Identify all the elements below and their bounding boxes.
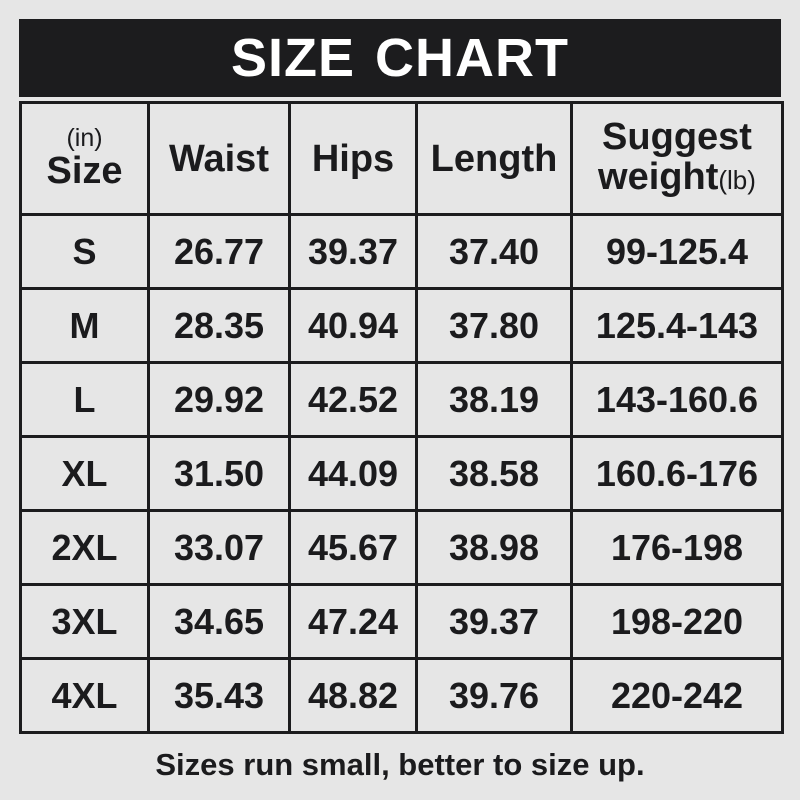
hips-cell: 45.67 [288, 509, 418, 586]
length-col-label: Length [430, 137, 558, 180]
hips-cell: 39.37 [288, 213, 418, 290]
hips-cell: 44.09 [288, 435, 418, 512]
waist-cell: 29.92 [147, 361, 291, 438]
suggest-weight-cell: 143-160.6 [570, 361, 784, 438]
length-cell: 38.19 [415, 361, 573, 438]
table-header-row: (in) Size Waist Hips Length Suggest weig… [19, 101, 784, 216]
hips-cell: 47.24 [288, 583, 418, 660]
weight-col-label-word: weight [598, 156, 719, 198]
size-cell: 4XL [19, 657, 150, 734]
size-cell: M [19, 287, 150, 364]
waist-cell: 33.07 [147, 509, 291, 586]
waist-cell: 26.77 [147, 213, 291, 290]
waist-cell: 28.35 [147, 287, 291, 364]
size-col-label: Size [46, 150, 123, 192]
length-cell: 39.37 [415, 583, 573, 660]
size-cell: 2XL [19, 509, 150, 586]
page-title: SIZE CHART [231, 28, 569, 88]
table-row-m: M 28.35 40.94 37.80 125.4-143 [19, 287, 784, 364]
table-row-xl: XL 31.50 44.09 38.58 160.6-176 [19, 435, 784, 512]
length-cell: 39.76 [415, 657, 573, 734]
hips-cell: 40.94 [288, 287, 418, 364]
col-header-length: Length [415, 101, 573, 216]
table-row-2xl: 2XL 33.07 45.67 38.98 176-198 [19, 509, 784, 586]
length-cell: 37.40 [415, 213, 573, 290]
size-cell: S [19, 213, 150, 290]
col-header-hips: Hips [288, 101, 418, 216]
waist-cell: 34.65 [147, 583, 291, 660]
table-row-s: S 26.77 39.37 37.40 99-125.4 [19, 213, 784, 290]
waist-cell: 31.50 [147, 435, 291, 512]
size-cell: XL [19, 435, 150, 512]
suggest-weight-cell: 99-125.4 [570, 213, 784, 290]
suggest-weight-cell: 125.4-143 [570, 287, 784, 364]
hips-col-label: Hips [311, 137, 395, 180]
suggest-weight-cell: 160.6-176 [570, 435, 784, 512]
table-row-l: L 29.92 42.52 38.19 143-160.6 [19, 361, 784, 438]
hips-cell: 48.82 [288, 657, 418, 734]
size-cell: 3XL [19, 583, 150, 660]
col-header-suggest-weight: Suggest weight(lb) [570, 101, 784, 216]
size-chart-table: (in) Size Waist Hips Length Suggest weig… [19, 101, 784, 734]
suggest-weight-cell: 198-220 [570, 583, 784, 660]
size-cell: L [19, 361, 150, 438]
size-unit-label: (in) [66, 124, 103, 152]
length-cell: 38.58 [415, 435, 573, 512]
sizing-note: Sizes run small, better to size up. [155, 747, 645, 782]
col-header-waist: Waist [147, 101, 291, 216]
weight-unit-label: (lb) [718, 165, 756, 195]
table-row-3xl: 3XL 34.65 47.24 39.37 198-220 [19, 583, 784, 660]
suggest-weight-cell: 220-242 [570, 657, 784, 734]
weight-col-label-line1: Suggest [602, 116, 752, 158]
hips-cell: 42.52 [288, 361, 418, 438]
col-header-size: (in) Size [19, 101, 150, 216]
title-banner: SIZE CHART [19, 19, 781, 97]
waist-col-label: Waist [169, 137, 269, 180]
length-cell: 37.80 [415, 287, 573, 364]
table-row-4xl: 4XL 35.43 48.82 39.76 220-242 [19, 657, 784, 734]
length-cell: 38.98 [415, 509, 573, 586]
weight-col-label-line2: weight(lb) [573, 157, 781, 200]
waist-cell: 35.43 [147, 657, 291, 734]
suggest-weight-cell: 176-198 [570, 509, 784, 586]
